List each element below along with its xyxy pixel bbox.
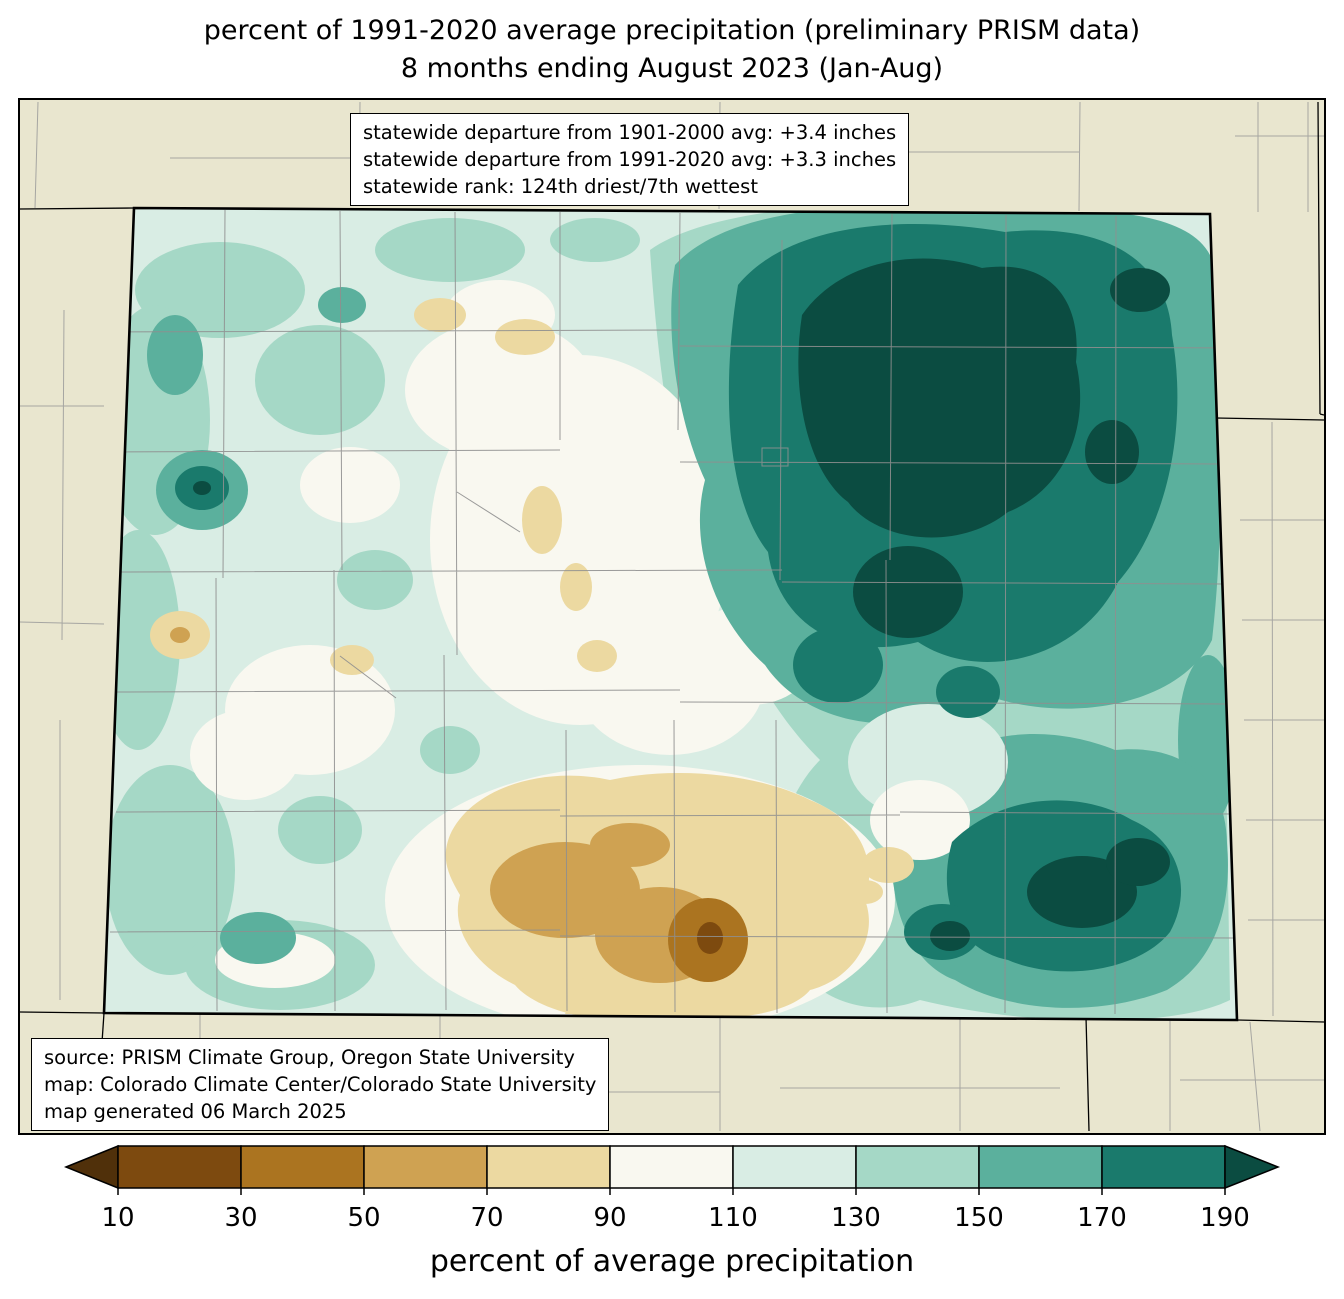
tick-label: 110 (708, 1203, 758, 1233)
contour-over-190 (193, 258, 1170, 951)
colorbar-segment (486, 1145, 611, 1189)
tick-label: 150 (954, 1203, 1004, 1233)
colorbar-arrow-over (1224, 1144, 1281, 1190)
source-line-3: map generated 06 March 2025 (44, 1100, 347, 1123)
source-box: source: PRISM Climate Group, Oregon Stat… (31, 1038, 610, 1131)
colorado-state-outline (102, 206, 1239, 1022)
colorbar-segment (732, 1145, 857, 1189)
colorbar-segment (1101, 1145, 1226, 1189)
colorbar-scale: 10 30 50 70 90 110 130 150 170 190 (63, 1144, 1281, 1233)
tick-label: 70 (470, 1203, 503, 1233)
colorbar-segment (240, 1145, 365, 1189)
title-line-2: 8 months ending August 2023 (Jan-Aug) (400, 53, 944, 84)
tick-label: 30 (224, 1203, 257, 1233)
contour-corridor (847, 704, 1008, 904)
title-line-1: percent of 1991-2020 average precipitati… (203, 15, 1141, 46)
colorbar-segment (117, 1145, 242, 1189)
colorbar-segment (855, 1145, 980, 1189)
tick-label: 130 (831, 1203, 881, 1233)
contour-dry-cores (170, 627, 748, 983)
tick-label: 170 (1077, 1203, 1127, 1233)
colorbar-axis-label: percent of average precipitation (429, 1244, 915, 1279)
colorbar-segment (609, 1145, 734, 1189)
stats-line-2: statewide departure from 1991-2020 avg: … (363, 148, 897, 171)
stats-line-1: statewide departure from 1901-2000 avg: … (363, 121, 897, 144)
colorbar-tickmarks (117, 1188, 1226, 1195)
colorbar-segment (363, 1145, 488, 1189)
colorbar-arrow-under (63, 1144, 119, 1190)
figure-title: percent of 1991-2020 average precipitati… (0, 12, 1344, 88)
source-line-2: map: Colorado Climate Center/Colorado St… (44, 1073, 597, 1096)
map-panel: statewide departure from 1901-2000 avg: … (18, 98, 1326, 1135)
county-lines (105, 209, 1237, 1015)
stats-box: statewide departure from 1901-2000 avg: … (350, 113, 910, 206)
precipitation-map (20, 101, 1324, 1132)
tick-label: 10 (101, 1203, 134, 1233)
colorbar-segment (978, 1145, 1103, 1189)
stats-line-3: statewide rank: 124th driest/7th wettest (363, 175, 758, 198)
colorbar-tick-labels: 10 30 50 70 90 110 130 150 170 190 (101, 1203, 1249, 1233)
precipitation-contours (104, 208, 1237, 1020)
tick-label: 190 (1200, 1203, 1250, 1233)
tick-label: 50 (347, 1203, 380, 1233)
colorbar: 10 30 50 70 90 110 130 150 170 190 (0, 1142, 1344, 1242)
tick-label: 90 (593, 1203, 626, 1233)
source-line-1: source: PRISM Climate Group, Oregon Stat… (44, 1046, 575, 1069)
